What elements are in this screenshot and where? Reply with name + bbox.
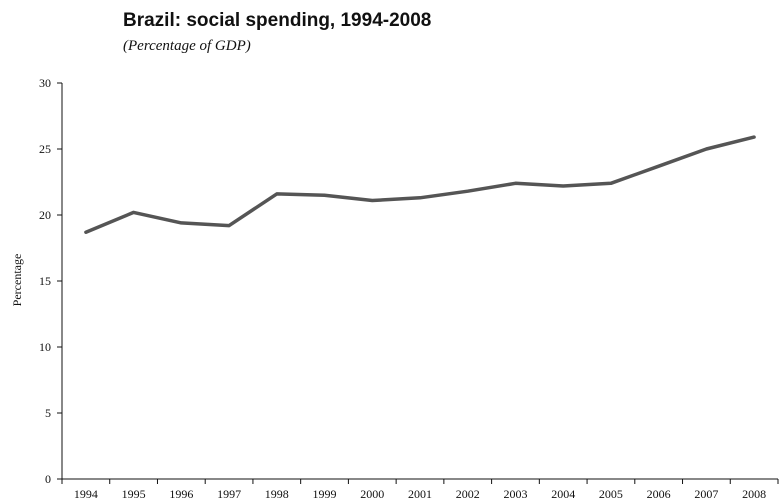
x-tick-label: 2006 — [647, 487, 671, 501]
series-line — [84, 135, 756, 234]
x-tick-label: 2000 — [360, 487, 384, 501]
tick-labels: 0 5 10 15 20 25 30 1994 1995 1996 1997 1998 1999 2000… — [39, 76, 766, 501]
y-tick-label: 30 — [39, 76, 51, 90]
x-tick-label: 1999 — [313, 487, 337, 501]
series-lines — [84, 135, 756, 234]
x-tick-label: 2008 — [742, 487, 766, 501]
x-tick-label: 2003 — [503, 487, 527, 501]
x-tick-label: 2007 — [694, 487, 718, 501]
x-tick-label: 2002 — [456, 487, 480, 501]
x-tick-label: 2004 — [551, 487, 575, 501]
x-tick-label: 1996 — [169, 487, 193, 501]
y-tick-label: 5 — [45, 406, 51, 420]
y-tick-label: 15 — [39, 274, 51, 288]
axes — [61, 83, 778, 480]
y-tick-label: 10 — [39, 340, 51, 354]
x-tick-label: 1995 — [122, 487, 146, 501]
x-tick-label: 1998 — [265, 487, 289, 501]
x-tick-label: 2005 — [599, 487, 623, 501]
x-tick-label: 1997 — [217, 487, 241, 501]
x-tick-label: 2001 — [408, 487, 432, 501]
chart-title: Brazil: social spending, 1994-2008 — [123, 10, 432, 31]
y-tick-label: 20 — [39, 208, 51, 222]
y-tick-label: 25 — [39, 142, 51, 156]
y-axis-title: Percentage — [10, 254, 24, 307]
x-tick-label: 1994 — [74, 487, 98, 501]
y-tick-label: 0 — [45, 472, 51, 486]
chart-subtitle: (Percentage of GDP) — [123, 38, 251, 54]
tick-marks — [57, 82, 779, 484]
